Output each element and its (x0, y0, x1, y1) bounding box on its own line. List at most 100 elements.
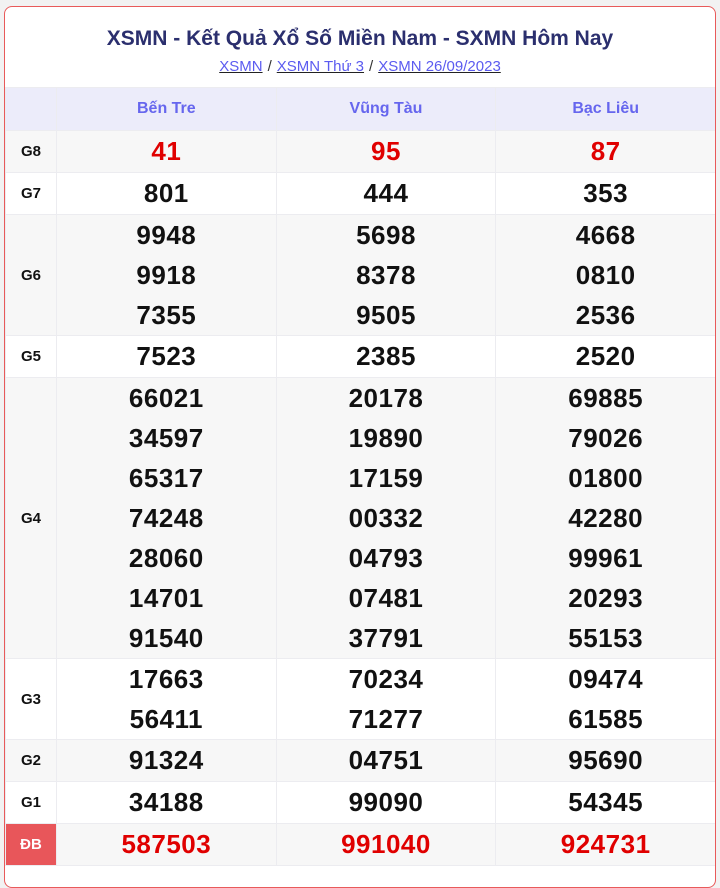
prize-row-g1: G1 34188 99090 54345 (5, 781, 715, 824)
prize-cell: 924731 (495, 823, 715, 866)
result-number: 801 (143, 178, 189, 208)
breadcrumb: XSMN / XSMN Thứ 3/XSMN 26/09/2023 (5, 57, 715, 77)
result-number: 42280 (568, 503, 644, 533)
province-bac-lieu: Bạc Liêu (495, 87, 715, 131)
prize-cell: 17663 56411 (56, 658, 277, 740)
result-number: 99961 (568, 543, 644, 573)
result-number: 66021 (128, 383, 204, 413)
page-title: XSMN - Kết Quả Xổ Số Miền Nam - SXMN Hôm… (106, 27, 614, 50)
header-blank (5, 87, 57, 131)
result-number: 87 (590, 136, 621, 166)
result-number: 61585 (568, 704, 644, 734)
prize-cell: 66021 34597 65317 74248 28060 14701 91540 (56, 377, 277, 659)
result-number: 19890 (348, 423, 424, 453)
prize-row-g4: G4 66021 34597 65317 74248 28060 14701 91540 201… (5, 377, 715, 659)
prize-cell: 20178 19890 17159 00332 04793 07481 37791 (275, 377, 497, 659)
result-number: 2385 (356, 341, 416, 371)
prize-cell: 587503 (56, 823, 277, 866)
result-number: 99090 (348, 787, 424, 817)
result-number: 353 (583, 178, 629, 208)
result-number: 04793 (348, 543, 424, 573)
prize-label: G2 (5, 739, 57, 782)
result-number: 924731 (560, 829, 651, 859)
prize-cell: 04751 (275, 739, 497, 782)
result-number: 69885 (568, 383, 644, 413)
prize-cell: 70234 71277 (275, 658, 497, 740)
result-number: 17159 (348, 463, 424, 493)
result-number: 20293 (568, 583, 644, 613)
result-number: 07481 (348, 583, 424, 613)
breadcrumb-separator: / (267, 58, 272, 75)
result-number: 55153 (568, 623, 644, 653)
breadcrumb-xsmn-date[interactable]: XSMN 26/09/2023 (378, 58, 501, 75)
result-number: 0810 (575, 260, 636, 290)
result-number: 91540 (128, 623, 204, 653)
result-number: 00332 (348, 503, 424, 533)
result-number: 01800 (568, 463, 644, 493)
prize-cell: 91324 (56, 739, 277, 782)
province-ben-tre: Bến Tre (56, 87, 277, 131)
prize-cell: 444 (275, 172, 497, 215)
result-number: 14701 (128, 583, 204, 613)
prize-label: G4 (5, 377, 57, 659)
result-number: 9948 (136, 220, 197, 250)
prize-cell: 34188 (56, 781, 277, 824)
prize-cell: 2385 (275, 335, 497, 378)
result-number: 34188 (128, 787, 204, 817)
prize-cell: 7523 (56, 335, 277, 378)
prize-cell: 69885 79026 01800 42280 99961 20293 55153 (495, 377, 715, 659)
prize-row-g8: G8 41 95 87 (5, 130, 715, 173)
breadcrumb-xsmn-thu-3[interactable]: XSMN Thứ 3 (276, 58, 365, 75)
result-number: 91324 (128, 745, 204, 775)
prize-row-g7: G7 801 444 353 (5, 172, 715, 215)
prize-label: G7 (5, 172, 57, 215)
result-number: 65317 (128, 463, 204, 493)
prize-cell: 09474 61585 (495, 658, 715, 740)
prize-cell: 9948 9918 7355 (56, 214, 277, 336)
province-header-row: Bến Tre Vũng Tàu Bạc Liêu (5, 87, 715, 131)
result-number: 74248 (128, 503, 204, 533)
prize-label: ĐB (5, 823, 57, 866)
prize-cell: 991040 (275, 823, 497, 866)
prize-label: G3 (5, 658, 57, 740)
result-number: 37791 (348, 623, 424, 653)
prize-cell: 99090 (275, 781, 497, 824)
result-number: 54345 (568, 787, 644, 817)
prize-row-g2: G2 91324 04751 95690 (5, 739, 715, 782)
prize-row-g3: G3 17663 56411 70234 71277 09474 61585 (5, 658, 715, 740)
result-number: 95690 (568, 745, 644, 775)
result-number: 41 (151, 136, 182, 166)
result-number: 95 (371, 136, 401, 166)
province-vung-tau: Vũng Tàu (275, 87, 497, 131)
prize-cell: 801 (56, 172, 277, 215)
results-card: XSMN - Kết Quả Xổ Số Miền Nam - SXMN Hôm… (4, 6, 716, 888)
prize-label: G8 (5, 130, 57, 173)
result-number: 8378 (356, 260, 416, 290)
prize-cell: 5698 8378 9505 (275, 214, 497, 336)
result-number: 28060 (128, 543, 204, 573)
prize-cell: 95 (275, 130, 497, 173)
result-number: 4668 (575, 220, 636, 250)
results-table: Bến Tre Vũng Tàu Bạc Liêu G8 41 95 87 G7 801 4… (5, 87, 715, 866)
result-number: 17663 (128, 664, 204, 694)
result-number: 09474 (568, 664, 644, 694)
result-number: 7523 (136, 341, 197, 371)
result-number: 71277 (348, 704, 424, 734)
result-number: 79026 (568, 423, 644, 453)
result-number: 34597 (128, 423, 204, 453)
result-number: 04751 (348, 745, 424, 775)
breadcrumb-separator: / (369, 58, 374, 75)
result-number: 9918 (136, 260, 197, 290)
prize-cell: 87 (495, 130, 715, 173)
result-number: 70234 (348, 664, 424, 694)
breadcrumb-xsmn[interactable]: XSMN (219, 58, 263, 75)
prize-cell: 353 (495, 172, 715, 215)
result-number: 587503 (121, 829, 212, 859)
result-number: 20178 (348, 383, 424, 413)
prize-row-g6: G6 9948 9918 7355 5698 8378 9505 4668 0810 2536 (5, 214, 715, 336)
result-number: 5698 (356, 220, 416, 250)
prize-cell: 2520 (495, 335, 715, 378)
result-number: 991040 (341, 829, 431, 859)
result-number: 2520 (575, 341, 636, 371)
prize-label: G6 (5, 214, 57, 336)
